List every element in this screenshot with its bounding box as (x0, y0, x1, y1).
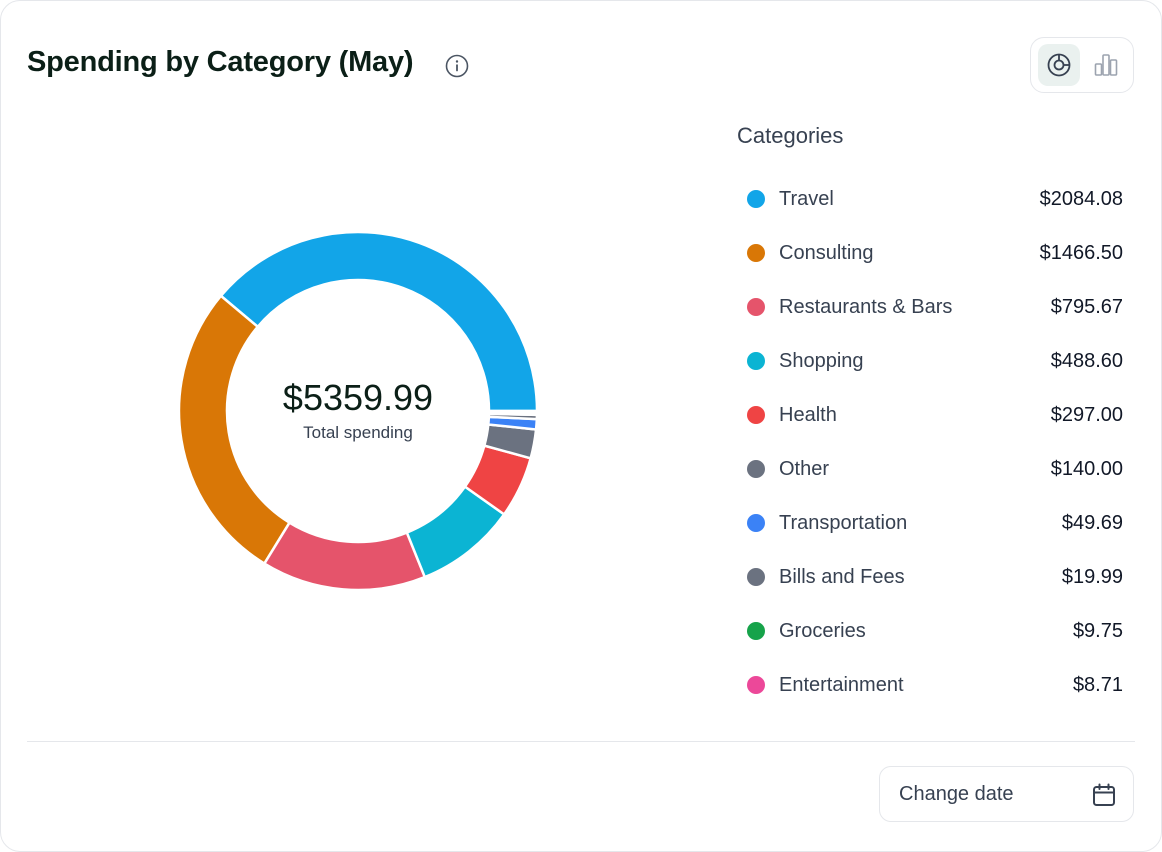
legend-dot (747, 190, 765, 208)
divider (27, 741, 1135, 742)
total-spending-label: Total spending (303, 423, 413, 442)
donut-view-button[interactable] (1038, 44, 1080, 86)
legend-dot (747, 406, 765, 424)
legend-dot (747, 622, 765, 640)
legend-label: Bills and Fees (779, 565, 905, 588)
legend-label: Shopping (779, 349, 864, 372)
legend-value: $1466.50 (1039, 241, 1123, 264)
legend-value: $297.00 (1050, 403, 1123, 426)
legend-item-other[interactable]: Other $140.00 (747, 442, 1123, 496)
donut-chart-icon (1047, 53, 1071, 77)
bar-chart-icon (1094, 54, 1118, 76)
bar-view-button[interactable] (1085, 44, 1127, 86)
legend-label: Entertainment (779, 673, 904, 696)
legend-value: $488.60 (1050, 349, 1123, 372)
legend-item-entertainment[interactable]: Entertainment $8.71 (747, 658, 1123, 712)
legend-label: Transportation (779, 511, 908, 534)
legend-dot (747, 514, 765, 532)
legend-title: Categories (737, 123, 844, 148)
legend-item-shopping[interactable]: Shopping $488.60 (747, 334, 1123, 388)
info-circle-icon[interactable] (445, 54, 469, 78)
legend-value: $2084.08 (1039, 187, 1123, 210)
donut-slice-restaurants-bars[interactable] (263, 521, 427, 592)
legend-item-bills-and-fees[interactable]: Bills and Fees $19.99 (747, 550, 1123, 604)
legend-value: $140.00 (1050, 457, 1123, 480)
legend-value: $795.67 (1050, 295, 1123, 318)
legend-item-groceries[interactable]: Groceries $9.75 (747, 604, 1123, 658)
legend-label: Travel (779, 187, 834, 210)
legend-value: $9.75 (1072, 619, 1123, 642)
legend-value: $49.69 (1061, 511, 1123, 534)
legend-dot (747, 244, 765, 262)
legend-item-transportation[interactable]: Transportation $49.69 (747, 496, 1123, 550)
legend-dot (747, 298, 765, 316)
change-date-button[interactable]: Change date (879, 766, 1134, 822)
legend-label: Other (779, 457, 830, 480)
legend-item-consulting[interactable]: Consulting $1466.50 (747, 226, 1123, 280)
donut-slice-entertainment[interactable] (487, 409, 539, 415)
legend-value: $19.99 (1061, 565, 1123, 588)
page-title: Spending by Category (May) (27, 46, 414, 78)
legend-label: Consulting (779, 241, 874, 264)
legend-dot (747, 568, 765, 586)
donut-slice-travel[interactable] (219, 230, 539, 413)
legend-dot (747, 352, 765, 370)
legend-item-restaurants-bars[interactable]: Restaurants & Bars $795.67 (747, 280, 1123, 334)
category-legend: Travel $2084.08 Consulting $1466.50 Restaura… (747, 172, 1123, 712)
change-date-label: Change date (899, 783, 1014, 805)
donut-chart: $5359.99 Total spending (171, 224, 545, 598)
legend-label: Restaurants & Bars (779, 295, 953, 318)
legend-item-travel[interactable]: Travel $2084.08 (747, 172, 1123, 226)
donut-chart-svg (177, 230, 539, 592)
legend-label: Health (779, 403, 837, 426)
legend-label: Groceries (779, 619, 866, 642)
total-spending-value: $5359.99 (282, 377, 434, 418)
legend-value: $8.71 (1072, 673, 1123, 696)
legend-dot (747, 460, 765, 478)
chart-view-toggle (1030, 37, 1134, 93)
legend-item-health[interactable]: Health $297.00 (747, 388, 1123, 442)
calendar-icon (1093, 783, 1115, 806)
legend-dot (747, 676, 765, 694)
